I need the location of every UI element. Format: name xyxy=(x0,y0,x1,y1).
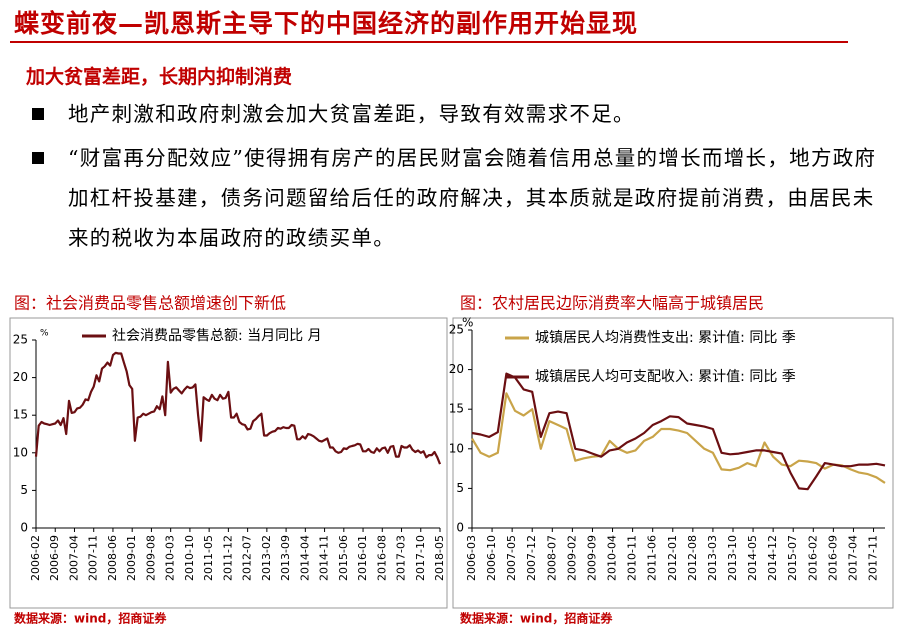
legend-label: 社会消费品零售总额: 当月同比 月 xyxy=(112,328,322,344)
x-tick-label: 2007-12 xyxy=(525,535,538,581)
y-tick-label: 25 xyxy=(449,323,464,337)
chart-source: 数据来源：wind，招商证券 xyxy=(460,611,613,626)
chart-title: 图：社会消费品零售总额增速创下新低 xyxy=(14,294,286,313)
chart-title: 图：农村居民边际消费率大幅高于城镇居民 xyxy=(460,294,764,313)
section-title: 加大贫富差距，长期内抑制消费 xyxy=(26,66,293,88)
slide-title: 蝶变前夜—凯恩斯主导下的中国经济的副作用开始显现 xyxy=(14,9,639,38)
bullet-square xyxy=(32,108,44,120)
unit-label: % xyxy=(40,329,49,339)
series-line xyxy=(471,372,886,491)
x-tick-label: 2013-10 xyxy=(726,535,739,581)
legend-label: 城镇居民人均消费性支出: 累计值: 同比 季 xyxy=(535,330,796,346)
x-tick-label: 2013-03 xyxy=(706,535,719,581)
x-tick-label: 2017-04 xyxy=(846,535,859,581)
chart-frame xyxy=(452,317,894,609)
y-tick-label: 15 xyxy=(13,408,28,422)
x-tick-label: 2011-06 xyxy=(646,535,659,581)
x-tick-label: 2014-05 xyxy=(746,535,759,581)
x-tick-label: 2010-03 xyxy=(164,535,177,581)
x-tick-label: 2013-02 xyxy=(260,535,273,581)
x-tick-label: 2016-01 xyxy=(356,535,369,581)
x-tick-label: 2009-09 xyxy=(585,535,598,581)
series-line xyxy=(471,392,886,484)
x-tick-label: 2010-11 xyxy=(626,535,639,581)
x-tick-label: 2014-11 xyxy=(318,535,331,581)
x-tick-label: 2010-04 xyxy=(606,535,619,581)
x-tick-label: 2011-12 xyxy=(221,535,234,581)
x-tick-label: 2011-05 xyxy=(202,535,215,581)
x-tick-label: 2009-08 xyxy=(144,535,157,581)
y-tick-label: 25 xyxy=(13,333,28,347)
bullet-text: 地产刺激和政府刺激会加大贫富差距，导致有效需求不足。 xyxy=(68,102,635,126)
x-tick-label: 2017-03 xyxy=(395,535,408,581)
title-rule xyxy=(10,41,848,43)
legend-label: 城镇居民人均可支配收入: 累计值: 同比 季 xyxy=(535,369,796,385)
x-tick-label: 2013-09 xyxy=(279,535,292,581)
y-tick-label: 10 xyxy=(449,441,464,455)
x-tick-label: 2018-05 xyxy=(433,535,446,581)
bullet: 地产刺激和政府刺激会加大贫富差距，导致有效需求不足。 xyxy=(32,94,882,134)
y-tick-label: 10 xyxy=(13,445,28,459)
bullet: “财富再分配效应”使得拥有房产的居民财富会随着信用总量的增长而增长，地方政府加杠… xyxy=(32,138,890,258)
x-tick-label: 2007-11 xyxy=(87,535,100,581)
x-tick-label: 2006-09 xyxy=(48,535,61,581)
chart-frame xyxy=(9,317,448,609)
x-tick-label: 2009-02 xyxy=(565,535,578,581)
y-tick-label: 20 xyxy=(449,362,464,376)
x-tick-label: 2010-10 xyxy=(183,535,196,581)
series-line xyxy=(34,351,442,465)
x-tick-label: 2017-10 xyxy=(414,535,427,581)
y-tick-label: 0 xyxy=(456,521,464,535)
x-tick-label: 2008-07 xyxy=(545,535,558,581)
y-tick-label: 20 xyxy=(13,370,28,384)
chart-source: 数据来源：wind，招商证券 xyxy=(14,611,167,626)
x-tick-label: 2017-11 xyxy=(867,535,880,581)
x-tick-label: 2015-07 xyxy=(786,535,799,581)
x-tick-label: 2006-02 xyxy=(29,535,42,581)
x-tick-label: 2014-04 xyxy=(298,535,311,581)
x-tick-label: 2012-08 xyxy=(686,535,699,581)
x-tick-label: 2007-04 xyxy=(67,535,80,581)
y-tick-label: 5 xyxy=(20,483,28,497)
unit-label: % xyxy=(462,316,473,330)
y-tick-label: 15 xyxy=(449,402,464,416)
x-tick-label: 2016-09 xyxy=(826,535,839,581)
x-tick-label: 2012-07 xyxy=(241,535,254,581)
bullet-square xyxy=(32,152,44,164)
y-tick-label: 5 xyxy=(456,481,464,495)
x-tick-label: 2015-06 xyxy=(337,535,350,581)
bullet-text: “财富再分配效应”使得拥有房产的居民财富会随着信用总量的增长而增长，地方政府加杠… xyxy=(68,146,877,250)
x-tick-label: 2014-12 xyxy=(766,535,779,581)
y-tick-label: 0 xyxy=(20,521,28,535)
x-tick-label: 2016-08 xyxy=(375,535,388,581)
x-tick-label: 2009-01 xyxy=(125,535,138,581)
x-tick-label: 2012-01 xyxy=(666,535,679,581)
x-tick-label: 2007-05 xyxy=(505,535,518,581)
x-tick-label: 2006-03 xyxy=(465,535,478,581)
x-tick-label: 2006-10 xyxy=(485,535,498,581)
x-tick-label: 2008-06 xyxy=(106,535,119,581)
x-tick-label: 2016-02 xyxy=(806,535,819,581)
